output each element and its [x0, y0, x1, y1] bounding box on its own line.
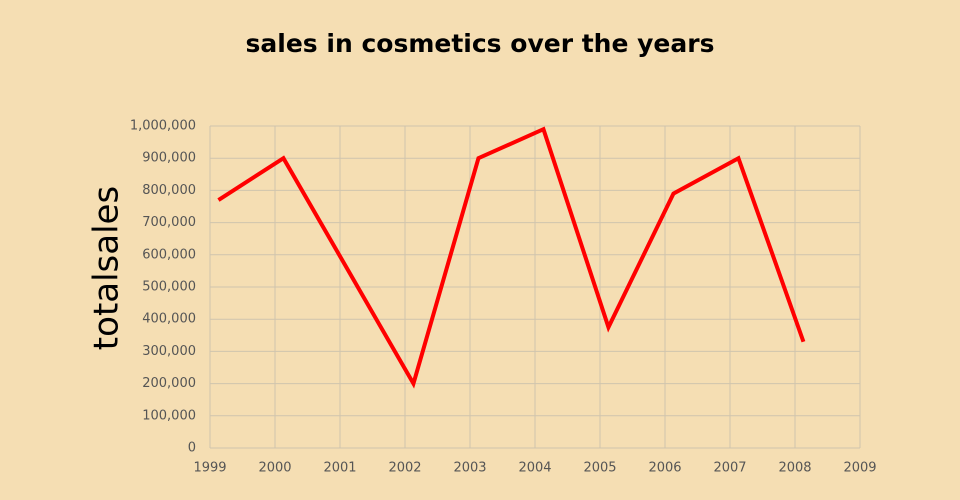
- y-tick-label: 300,000: [142, 344, 196, 359]
- y-tick-label: 700,000: [142, 215, 196, 230]
- x-tick-label: 2002: [388, 461, 421, 476]
- line-series: [217, 126, 806, 389]
- y-tick-label: 600,000: [142, 247, 196, 262]
- y-tick-label: 1,000,000: [130, 119, 196, 134]
- x-tick-label: 2008: [778, 461, 811, 476]
- y-tick-label: 200,000: [142, 376, 196, 391]
- y-axis-label: totalsales: [87, 186, 127, 350]
- y-tick-label: 0: [188, 441, 196, 456]
- x-tick-label: 2000: [258, 461, 291, 476]
- x-tick-label: 2005: [583, 461, 616, 476]
- x-tick-label: 2007: [713, 461, 746, 476]
- x-tick-label: 2001: [323, 461, 356, 476]
- y-tick-label: 800,000: [142, 183, 196, 198]
- x-tick-label: 2003: [453, 461, 486, 476]
- y-tick-label: 500,000: [142, 280, 196, 295]
- y-tick-label: 900,000: [142, 151, 196, 166]
- y-tick-label: 100,000: [142, 408, 196, 423]
- x-tick-label: 2006: [648, 461, 681, 476]
- x-tick-label: 1999: [193, 461, 226, 476]
- x-tick-label: 2004: [518, 461, 551, 476]
- y-tick-label: 400,000: [142, 312, 196, 327]
- x-tick-label: 2009: [843, 461, 876, 476]
- chart-title: sales in cosmetics over the years: [246, 29, 715, 58]
